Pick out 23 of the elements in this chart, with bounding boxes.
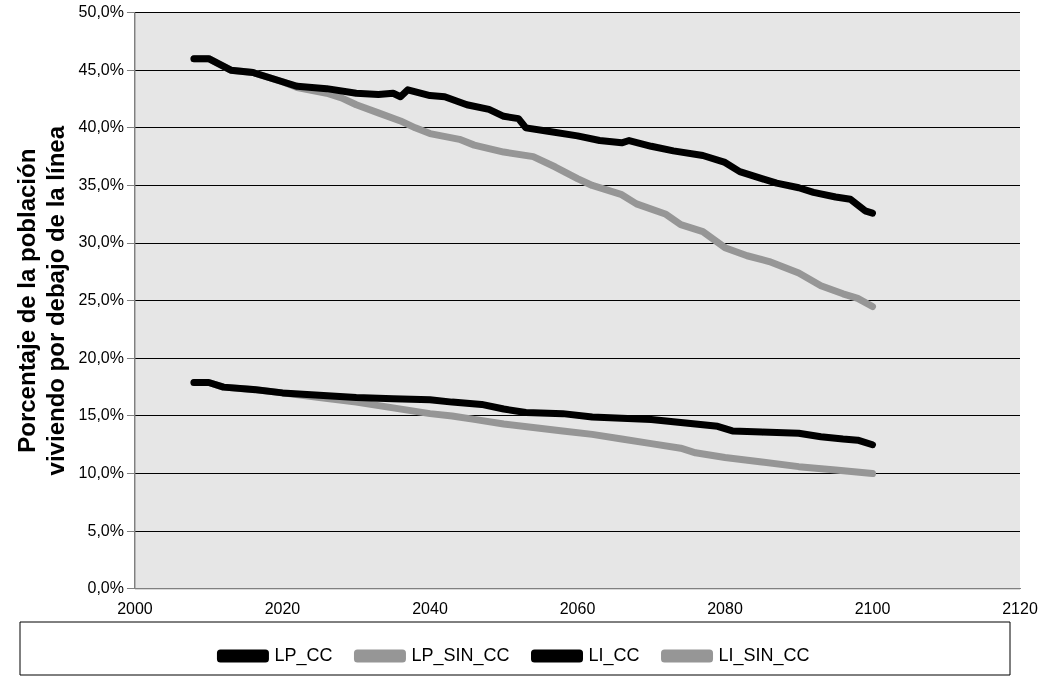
y-tick-label: 50,0% — [78, 3, 124, 21]
y-tick-label: 40,0% — [78, 118, 124, 136]
y-tick-label: 5,0% — [87, 521, 124, 539]
y-axis-title: Porcentaje de la población viviendo por debajo de la línea — [13, 125, 69, 476]
y-tick-label: 25,0% — [78, 291, 124, 309]
x-tick-label: 2000 — [117, 599, 153, 617]
y-tick-label: 35,0% — [78, 175, 124, 193]
y-tick-label: 15,0% — [78, 406, 124, 424]
legend-label: LP_SIN_CC — [411, 644, 510, 666]
x-tick-label: 2040 — [412, 599, 448, 617]
legend-label: LI_SIN_CC — [718, 644, 810, 666]
x-tick-label: 2080 — [707, 599, 743, 617]
legend-label: LP_CC — [274, 644, 333, 666]
y-tick-label: 30,0% — [78, 233, 124, 251]
y-tick-label: 10,0% — [78, 463, 124, 481]
x-tick-label: 2060 — [559, 599, 596, 617]
y-tick-label: 0,0% — [87, 579, 124, 597]
x-tick-label: 2100 — [854, 599, 891, 617]
y-tick-label: 45,0% — [78, 60, 124, 78]
legend-label: LI_CC — [588, 644, 640, 666]
x-tick-label: 2020 — [264, 599, 301, 617]
x-tick-label: 2120 — [1002, 599, 1038, 617]
y-tick-label: 20,0% — [78, 348, 124, 366]
